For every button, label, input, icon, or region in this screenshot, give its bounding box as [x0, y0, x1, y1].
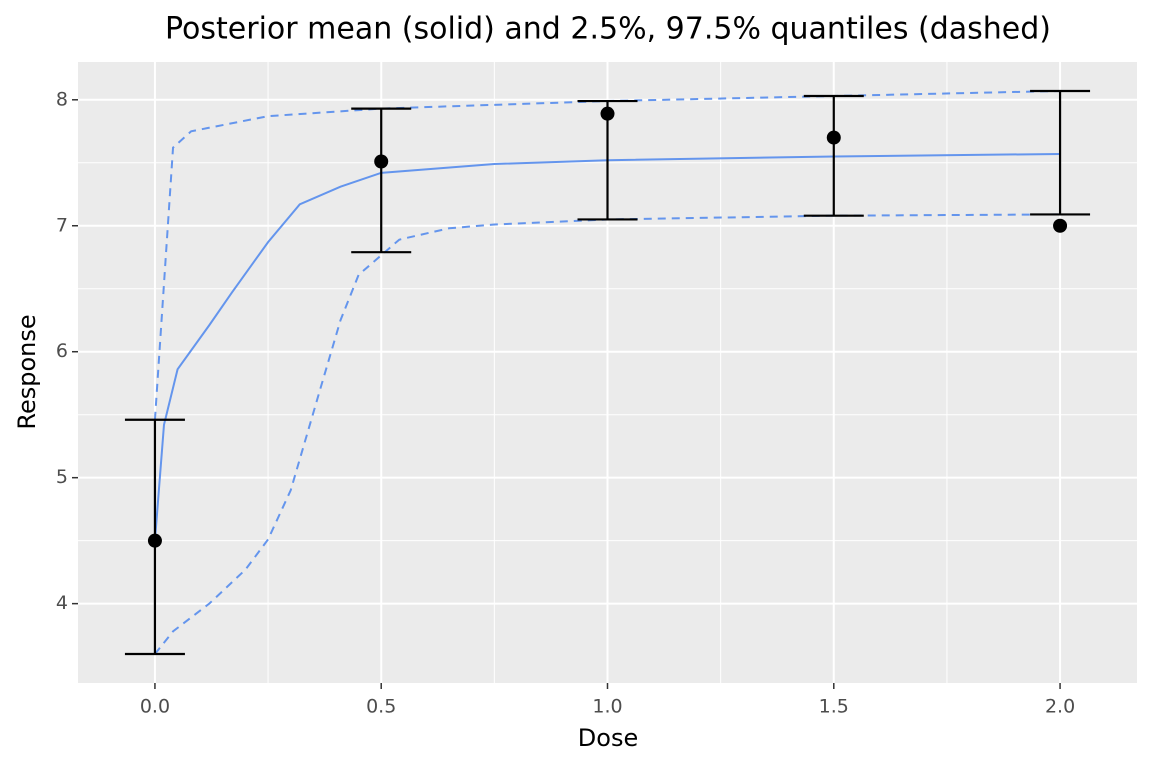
- x-tick-label: 0.5: [366, 696, 396, 718]
- point: [374, 154, 389, 169]
- y-axis-title: Response: [13, 314, 41, 429]
- point: [826, 130, 841, 145]
- x-tick-label: 1.0: [592, 696, 622, 718]
- point: [147, 533, 162, 548]
- point: [600, 106, 615, 121]
- y-tick-label: 6: [56, 340, 68, 362]
- x-tick-label: 0.0: [140, 696, 170, 718]
- y-tick-label: 7: [56, 214, 68, 236]
- y-tick-label: 8: [56, 88, 68, 110]
- x-axis-title: Dose: [578, 724, 638, 752]
- point: [1053, 218, 1068, 233]
- x-tick-label: 1.5: [819, 696, 849, 718]
- x-tick-label: 2.0: [1045, 696, 1075, 718]
- curve: [154, 213, 1061, 655]
- y-tick-label: 5: [56, 466, 68, 488]
- chart-title: Posterior mean (solid) and 2.5%, 97.5% q…: [165, 12, 1051, 47]
- curve: [153, 89, 1061, 420]
- y-tick-label: 4: [56, 592, 68, 614]
